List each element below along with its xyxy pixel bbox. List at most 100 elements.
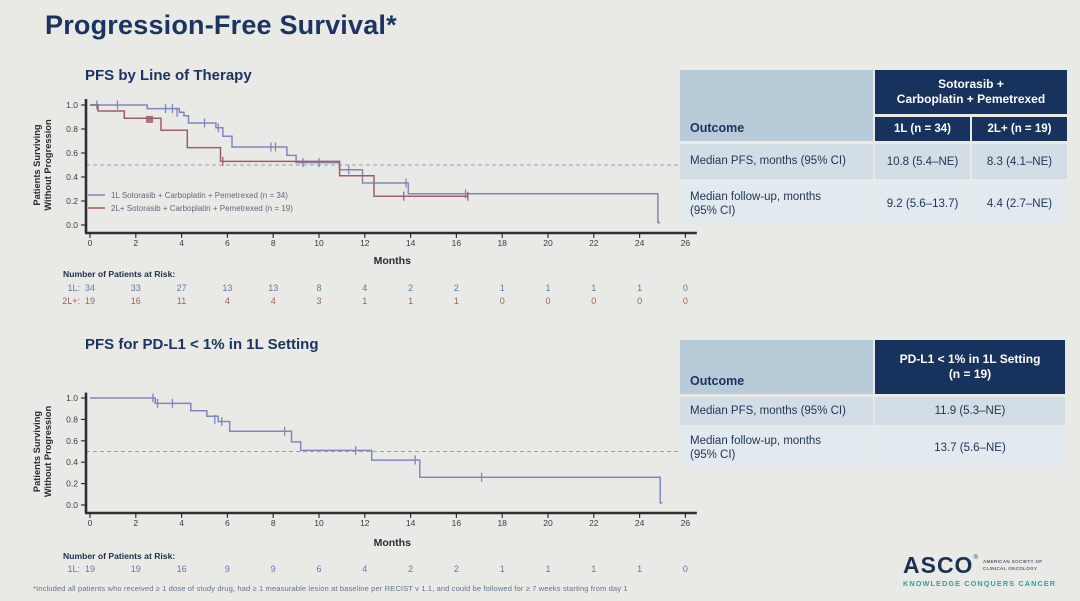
at-risk-value: 2	[454, 564, 459, 574]
table1-row1-outcome: Median PFS, months (95% CI)	[680, 144, 873, 179]
svg-text:0.8: 0.8	[66, 414, 78, 424]
chart1-title: PFS by Line of Therapy	[85, 67, 252, 84]
at-risk-value: 0	[637, 296, 642, 306]
svg-text:8: 8	[271, 238, 276, 248]
svg-text:4: 4	[179, 518, 184, 528]
svg-text:0.2: 0.2	[66, 196, 78, 206]
outcome-table-pdl1: Outcome PD-L1 < 1% in 1L Setting (n = 19…	[680, 340, 1065, 468]
at-risk-value: 9	[225, 564, 230, 574]
at-risk-value: 1	[637, 564, 642, 574]
svg-text:22: 22	[589, 238, 599, 248]
asco-registered-mark: ®	[973, 554, 978, 561]
footnote: *Included all patients who received ≥ 1 …	[33, 584, 628, 593]
at-risk-row-label: 1L:	[67, 564, 80, 574]
at-risk-value: 33	[131, 283, 141, 293]
at-risk-value: 0	[591, 296, 596, 306]
at-risk-value: 4	[271, 296, 276, 306]
svg-text:0.2: 0.2	[66, 479, 78, 489]
svg-text:0.6: 0.6	[66, 436, 78, 446]
legend-label: 2L+ Sotorasib + Carboplatin + Pemetrexed…	[111, 204, 293, 213]
svg-text:12: 12	[360, 518, 370, 528]
at-risk-value: 13	[268, 283, 278, 293]
at-risk-value: 2	[408, 283, 413, 293]
page-title: Progression-Free Survival*	[45, 10, 397, 40]
at-risk-row-label: 2L+:	[62, 296, 80, 306]
at-risk-value: 0	[500, 296, 505, 306]
svg-text:26: 26	[681, 238, 691, 248]
table2-col-header: PD-L1 < 1% in 1L Setting (n = 19)	[875, 340, 1065, 394]
table1-col-header-2l: 2L+ (n = 19)	[972, 117, 1067, 141]
at-risk-value: 16	[177, 564, 187, 574]
svg-text:18: 18	[497, 518, 507, 528]
svg-text:10: 10	[314, 238, 324, 248]
at-risk-value: 1	[591, 283, 596, 293]
svg-text:10: 10	[314, 518, 324, 528]
at-risk-value: 4	[225, 296, 230, 306]
table1-outcome-header: Outcome	[680, 70, 873, 141]
at-risk-value: 27	[177, 283, 187, 293]
table2-outcome-header: Outcome	[680, 340, 873, 394]
svg-text:14: 14	[406, 518, 416, 528]
svg-text:1.0: 1.0	[66, 393, 78, 403]
at-risk-value: 16	[131, 296, 141, 306]
at-risk-value: 6	[316, 564, 321, 574]
at-risk-value: 19	[85, 564, 95, 574]
svg-text:6: 6	[225, 238, 230, 248]
legend-label: 1L Sotorasib + Carboplatin + Pemetrexed …	[111, 191, 288, 200]
svg-text:0.6: 0.6	[66, 148, 78, 158]
svg-text:6: 6	[225, 518, 230, 528]
at-risk-value: 11	[177, 296, 186, 306]
at-risk-value: 9	[271, 564, 276, 574]
at-risk-title: Number of Patients at Risk:	[63, 551, 175, 561]
svg-text:0: 0	[88, 518, 93, 528]
at-risk-value: 2	[454, 283, 459, 293]
svg-text:8: 8	[271, 518, 276, 528]
at-risk-value: 4	[362, 564, 367, 574]
survival-curve	[90, 104, 468, 197]
svg-text:16: 16	[452, 238, 462, 248]
svg-text:2: 2	[133, 518, 138, 528]
svg-text:0: 0	[88, 238, 93, 248]
at-risk-value: 1	[454, 296, 459, 306]
x-axis-label: Months	[374, 255, 411, 267]
y-axis-label: Patients SurvivingWithout Progression	[32, 119, 53, 211]
km-chart-pfs-by-line-of-therapy: 1.00.80.60.40.20.00 2 4 6 8 10 12 14 16 18 20 22 24 2…	[32, 99, 697, 306]
censor-square	[146, 115, 154, 123]
km-chart-pfs-pdl1: 1.00.80.60.40.20.00 2 4 6 8 10 12 14 16 18 20 22 24 2…	[32, 392, 697, 574]
asco-logo: ASCO ® AMERICAN SOCIETY OF CLINICAL ONCOL…	[903, 552, 1068, 589]
table1-row2-value-2l: 4.4 (2.7–NE)	[972, 182, 1067, 226]
at-risk-value: 1	[545, 564, 550, 574]
outcome-table-by-line: Outcome Sotorasib + Carboplatin + Pemetr…	[680, 70, 1067, 226]
svg-text:12: 12	[360, 238, 370, 248]
y-axis-label: Patients SurvivingWithout Progression	[32, 406, 53, 498]
at-risk-value: 1	[637, 283, 642, 293]
svg-text:1.0: 1.0	[66, 100, 78, 110]
table2-row2-outcome: Median follow-up, months (95% CI)	[680, 428, 873, 468]
at-risk-value: 4	[362, 283, 367, 293]
at-risk-value: 0	[683, 283, 688, 293]
asco-tagline: KNOWLEDGE CONQUERS CANCER	[903, 579, 1057, 588]
svg-text:0.4: 0.4	[66, 457, 78, 467]
at-risk-value: 19	[85, 296, 95, 306]
x-axis-label: Months	[374, 537, 411, 549]
table1-group-header: Sotorasib + Carboplatin + Pemetrexed	[875, 70, 1067, 114]
svg-text:0.0: 0.0	[66, 500, 78, 510]
svg-text:16: 16	[452, 518, 462, 528]
svg-text:26: 26	[681, 518, 691, 528]
at-risk-value: 34	[85, 283, 95, 293]
svg-text:24: 24	[635, 238, 645, 248]
svg-text:20: 20	[543, 238, 553, 248]
chart2-title: PFS for PD-L1 < 1% in 1L Setting	[85, 336, 319, 353]
svg-text:20: 20	[543, 518, 553, 528]
at-risk-value: 0	[683, 564, 688, 574]
svg-text:4: 4	[179, 238, 184, 248]
asco-wordmark: ASCO	[903, 552, 974, 578]
svg-text:18: 18	[497, 238, 507, 248]
svg-text:2: 2	[133, 238, 138, 248]
at-risk-value: 1	[500, 283, 505, 293]
svg-text:14: 14	[406, 238, 416, 248]
table1-row1-value-1l: 10.8 (5.4–NE)	[875, 144, 970, 179]
at-risk-value: 0	[683, 296, 688, 306]
svg-text:0.8: 0.8	[66, 124, 78, 134]
at-risk-value: 19	[131, 564, 141, 574]
